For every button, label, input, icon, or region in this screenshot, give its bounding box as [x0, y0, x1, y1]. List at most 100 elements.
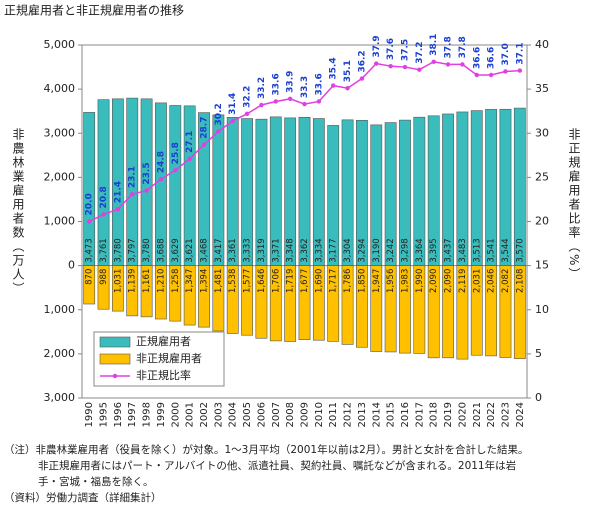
bar	[456, 265, 469, 360]
line-point	[517, 68, 523, 73]
bar-value-label: 2,090	[444, 269, 454, 293]
bar	[126, 265, 139, 317]
bar-value-label: 3,361	[228, 238, 238, 262]
y2-tick-label: 40	[535, 38, 549, 51]
y-axis-label: 非農林業雇用者数（万人）	[11, 128, 25, 296]
legend-label: 非正規雇用者	[136, 351, 202, 365]
y-tick-label: 0	[68, 259, 75, 272]
line-value-label: 28.7	[200, 117, 210, 139]
y-tick-label: 1,000	[44, 303, 76, 316]
bar-value-label: 3,364	[415, 238, 425, 262]
line-point	[359, 76, 365, 81]
bar-value-label: 2,090	[429, 269, 439, 293]
line-point	[503, 69, 508, 74]
bar	[470, 265, 483, 356]
bar	[255, 265, 268, 339]
x-tick-label: 1998	[142, 402, 153, 427]
bar-value-label: 3,437	[444, 238, 454, 262]
line-point	[130, 191, 135, 197]
bar	[226, 265, 239, 334]
bar-value-label: 3,417	[214, 238, 224, 262]
line-point	[144, 188, 149, 193]
line-point	[287, 96, 293, 102]
line-point	[331, 83, 336, 88]
x-tick-label: 1995	[99, 402, 110, 427]
bar	[413, 265, 426, 354]
line-value-label: 31.4	[228, 93, 238, 115]
bar-value-label: 1,258	[171, 269, 181, 293]
line-point	[173, 168, 178, 173]
y2-tick-label: 0	[535, 391, 542, 404]
bar-value-label: 1,139	[128, 269, 138, 293]
bar-value-label: 1,538	[228, 269, 238, 293]
bar-value-label: 3,190	[372, 238, 382, 262]
line-value-label: 33.6	[271, 73, 281, 95]
line-value-label: 30.2	[214, 103, 224, 125]
bar-value-label: 3,468	[200, 238, 210, 262]
y2-tick-label: 35	[535, 82, 549, 95]
line-value-label: 35.1	[343, 60, 353, 82]
bar-value-label: 1,690	[314, 269, 324, 293]
bar-value-label: 1,347	[185, 269, 195, 293]
bar-value-label: 3,362	[300, 238, 310, 262]
line-value-label: 37.6	[386, 38, 396, 60]
bar-value-label: 3,348	[286, 238, 296, 262]
y-tick-label: 3,000	[44, 391, 76, 404]
bar-value-label: 1,031	[113, 269, 123, 293]
x-tick-label: 1997	[127, 402, 138, 427]
line-value-label: 37.9	[372, 35, 382, 57]
y2-tick-label: 15	[535, 259, 549, 272]
bar-value-label: 1,850	[357, 269, 367, 293]
x-tick-label: 2009	[300, 402, 311, 427]
x-tick-label: 2001	[185, 402, 196, 427]
x-tick-label: 2020	[457, 402, 468, 427]
bar-value-label: 2,119	[458, 269, 468, 293]
x-tick-label: 2004	[228, 402, 239, 427]
bar	[269, 265, 282, 342]
bar-value-label: 3,333	[243, 238, 253, 262]
bar-value-label: 3,294	[357, 238, 367, 262]
bar	[327, 265, 340, 342]
y2-tick-label: 25	[535, 170, 549, 183]
line-value-label: 37.8	[444, 36, 454, 58]
bar-value-label: 1,983	[400, 269, 410, 293]
bar-value-label: 3,319	[257, 238, 267, 262]
bar	[83, 265, 96, 305]
bar-value-label: 1,646	[257, 269, 267, 293]
line-value-label: 24.8	[156, 151, 166, 173]
x-tick-label: 2016	[400, 402, 411, 427]
line-point	[115, 206, 121, 212]
y-tick-label: 1,000	[44, 215, 76, 228]
bar	[499, 265, 512, 358]
x-tick-label: 2019	[443, 402, 454, 427]
bar-value-label: 3,395	[429, 238, 439, 262]
y-tick-label: 4,000	[44, 82, 76, 95]
line-point	[158, 176, 164, 182]
line-value-label: 33.3	[300, 76, 310, 98]
x-tick-label: 2018	[429, 402, 440, 427]
y2-tick-label: 30	[535, 126, 549, 139]
note: 手・宮城・福島を除く。	[38, 475, 154, 488]
bar-value-label: 1,677	[300, 269, 310, 293]
bar	[341, 265, 354, 345]
bar-value-label: 1,577	[243, 269, 253, 293]
line-point	[101, 212, 106, 217]
bar-value-label: 2,108	[515, 269, 525, 293]
line-value-label: 37.5	[400, 39, 410, 61]
line-value-label: 23.1	[128, 166, 138, 188]
y2-tick-label: 20	[535, 215, 549, 228]
x-tick-label: 2005	[242, 402, 253, 427]
x-tick-label: 1996	[113, 402, 124, 427]
x-tick-label: 2000	[170, 402, 181, 427]
x-tick-label: 2023	[500, 402, 511, 427]
y2-tick-label: 5	[535, 347, 542, 360]
line-point	[86, 219, 92, 224]
bar-value-label: 3,797	[128, 238, 138, 262]
bar-value-label: 3,761	[99, 238, 109, 262]
x-tick-label: 2010	[314, 402, 325, 427]
bar-value-label: 3,544	[501, 238, 511, 262]
bar	[241, 265, 253, 336]
bar-value-label: 1,719	[286, 269, 296, 293]
line-point	[345, 86, 350, 91]
